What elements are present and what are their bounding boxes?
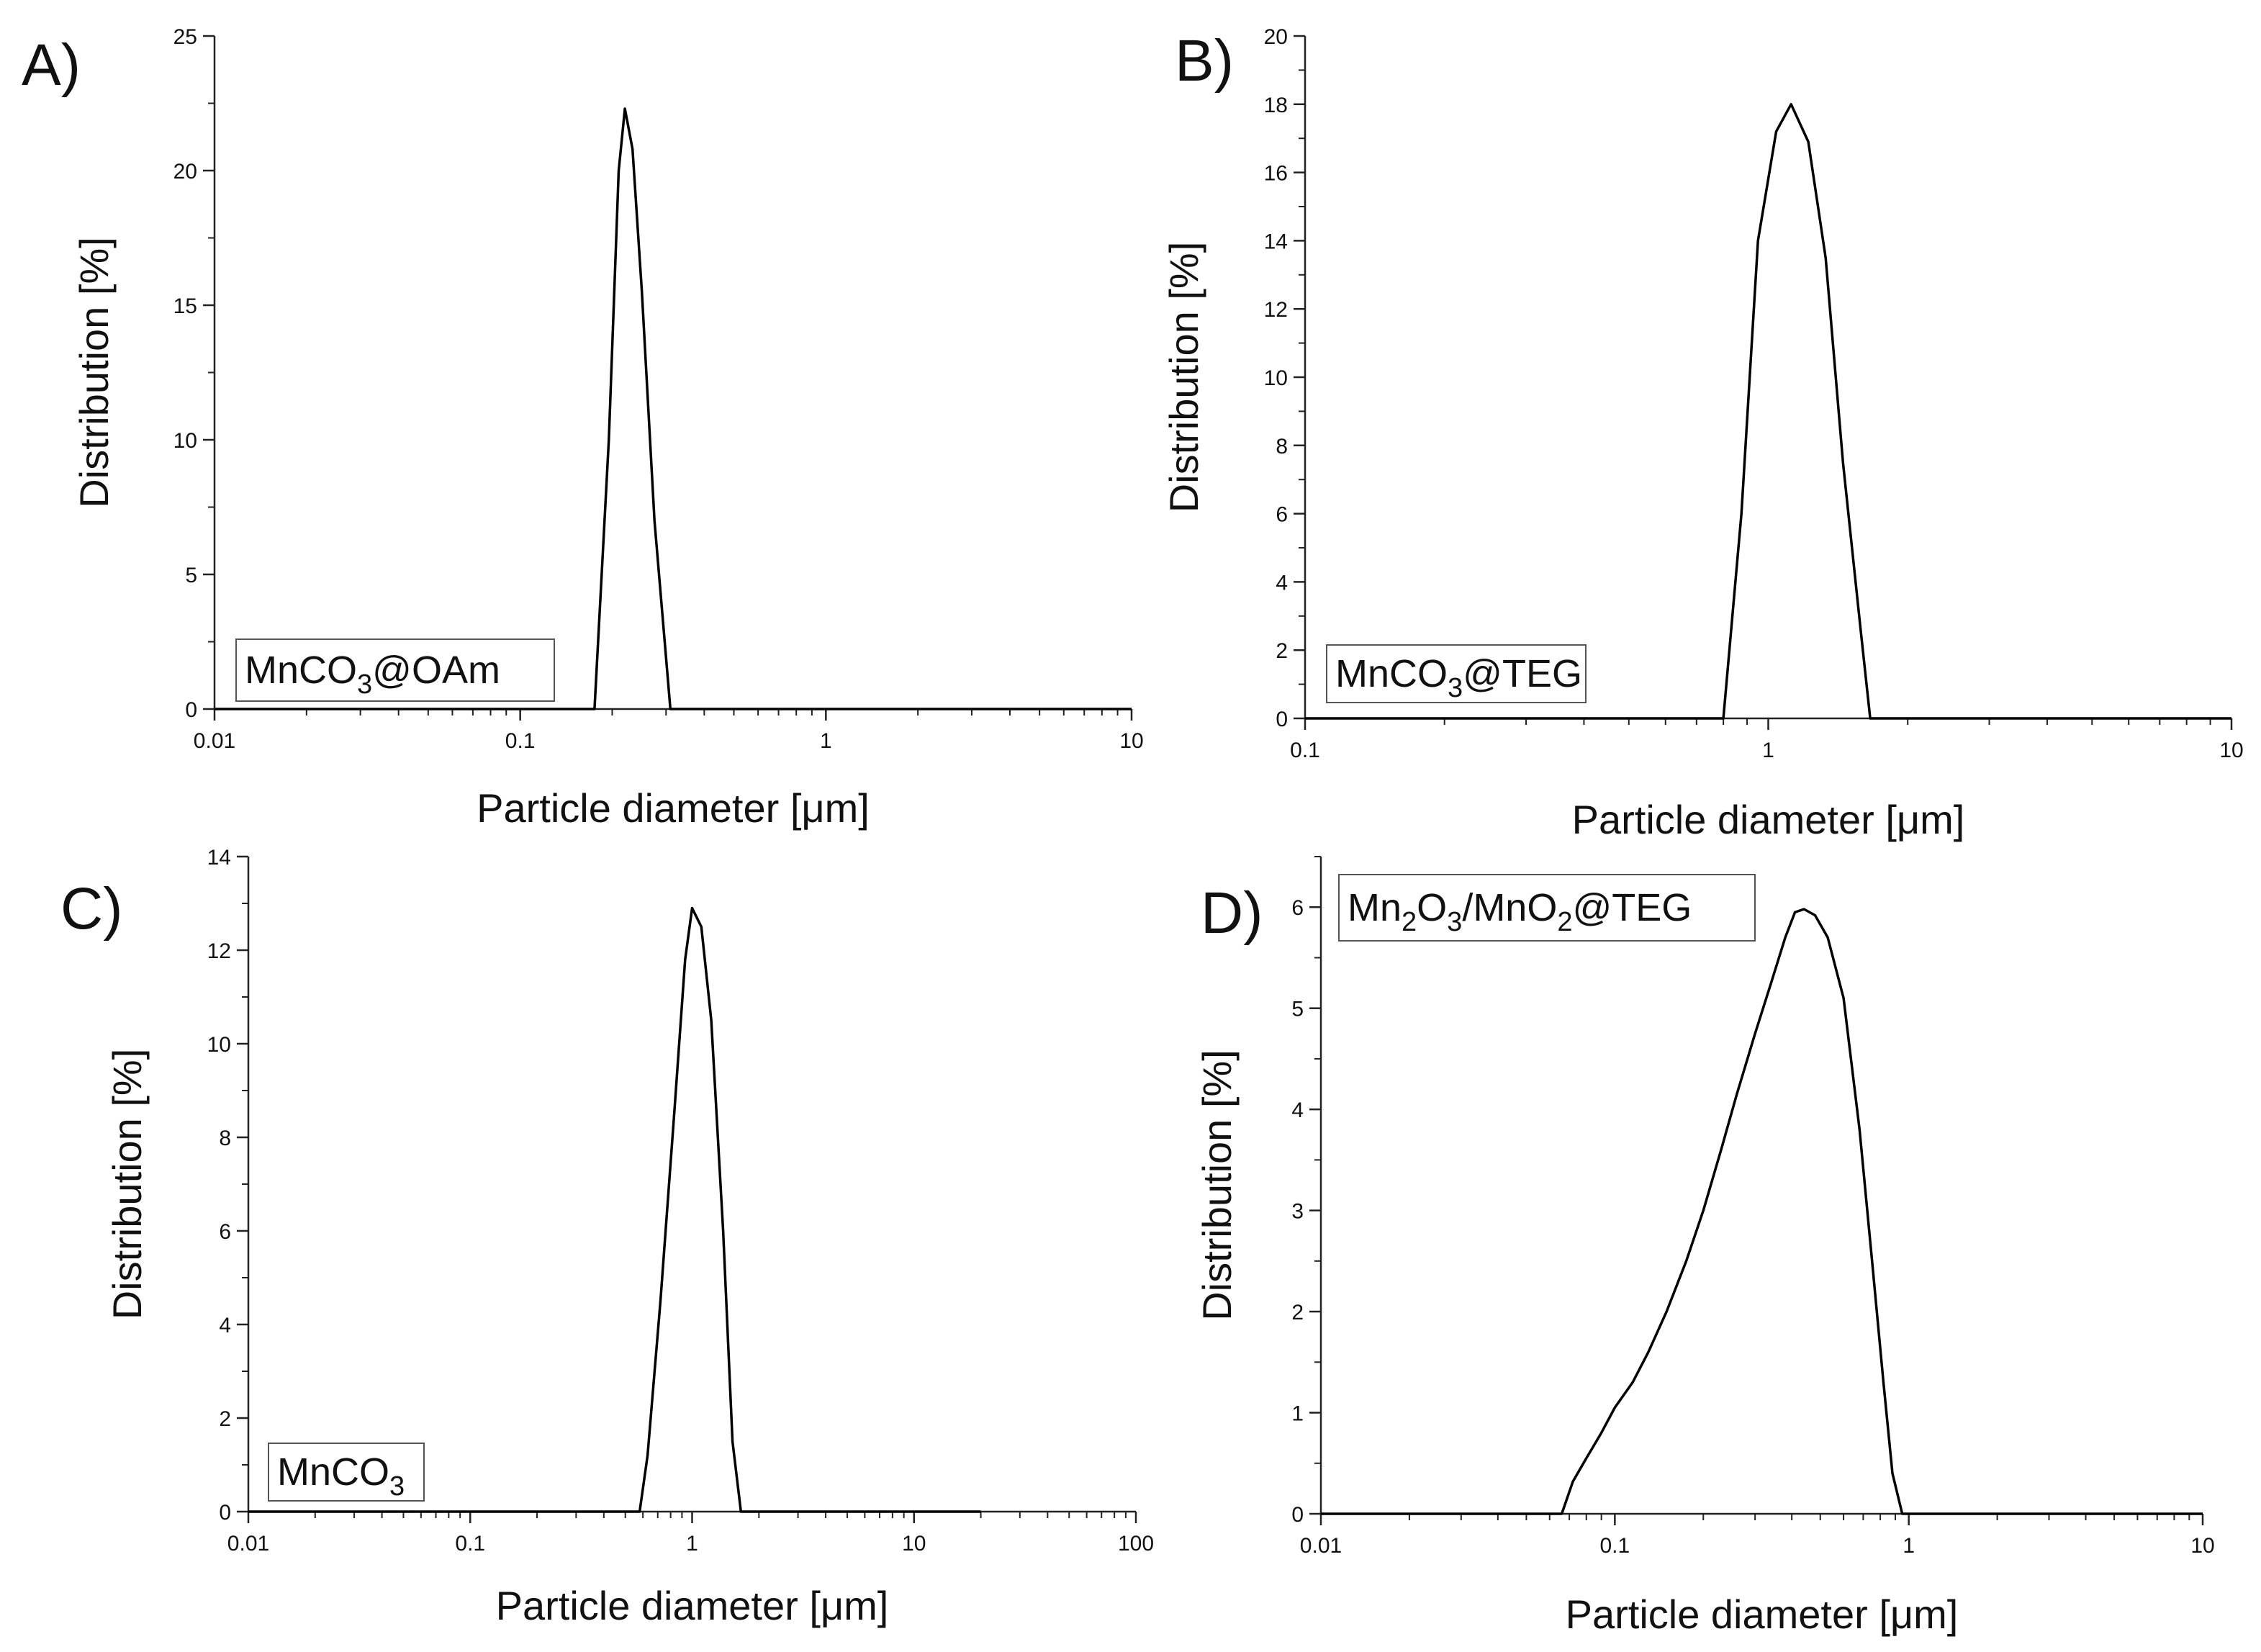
legend-text-part: @TEG — [1463, 652, 1582, 695]
y-tick-label: 0 — [1291, 1503, 1304, 1527]
legend-text-part: O — [1417, 886, 1447, 929]
legend-label: Mn2O3/MnO2@TEG — [1348, 886, 1692, 937]
y-tick-label: 4 — [1291, 1098, 1304, 1122]
x-tick-label: 0.1 — [1290, 739, 1320, 762]
y-tick-label: 0 — [1276, 708, 1288, 731]
y-axis-title: Distribution [%] — [71, 237, 117, 508]
x-tick-label: 1 — [1762, 739, 1774, 762]
x-tick-label: 1 — [820, 729, 832, 753]
y-tick-label: 2 — [1291, 1301, 1304, 1324]
x-tick-label: 10 — [1119, 729, 1143, 753]
x-tick-label: 0.01 — [194, 729, 235, 753]
x-tick-label: 10 — [902, 1532, 926, 1556]
legend-text-part: MnCO — [245, 649, 357, 692]
y-axis-title: Distribution [%] — [1194, 1050, 1240, 1321]
legend-label: MnCO3@OAm — [245, 649, 500, 700]
y-tick-label: 5 — [1291, 998, 1304, 1021]
y-tick-label: 2 — [1276, 639, 1288, 663]
x-axis-title: Particle diameter [μm] — [496, 1583, 889, 1628]
legend-subscript: 3 — [1447, 907, 1462, 937]
y-tick-label: 20 — [173, 160, 197, 184]
series-line — [248, 906, 981, 1513]
y-tick-label: 4 — [1276, 571, 1288, 595]
x-tick-label: 10 — [2219, 739, 2243, 762]
legend-box — [1338, 874, 1756, 942]
series-line — [215, 107, 1132, 710]
y-tick-label: 20 — [1264, 25, 1288, 49]
x-tick-label: 0.1 — [505, 729, 536, 753]
legend-text-part: MnCO — [277, 1450, 389, 1494]
y-tick-label: 15 — [173, 294, 197, 318]
x-axis-title: Particle diameter [μm] — [1566, 1592, 1959, 1637]
y-tick-label: 2 — [219, 1407, 231, 1431]
y-tick-label: 25 — [173, 25, 197, 49]
legend-box — [268, 1443, 425, 1502]
y-tick-label: 6 — [1291, 896, 1304, 920]
chart-panel-2: C) 0.01 0.1 1 10 100 0 2 4 6 8 10 12 14 Particle diame… — [60, 846, 1154, 1628]
x-tick-label: 0.1 — [1599, 1534, 1630, 1558]
legend-box — [235, 638, 555, 702]
x-tick-label: 1 — [686, 1532, 698, 1556]
y-tick-label: 6 — [219, 1220, 231, 1244]
x-axis-title: Particle diameter [μm] — [1572, 797, 1965, 842]
y-tick-label: 5 — [185, 564, 197, 587]
y-tick-label: 0 — [185, 698, 197, 722]
x-tick-label: 0.1 — [455, 1532, 485, 1556]
legend-subscript: 3 — [389, 1471, 405, 1502]
legend-label: MnCO3 — [277, 1450, 405, 1502]
y-tick-label: 4 — [219, 1314, 231, 1337]
y-axis-title: Distribution [%] — [1161, 242, 1206, 513]
y-tick-label: 14 — [1264, 230, 1288, 253]
y-tick-label: 16 — [1264, 162, 1288, 186]
series-line — [1305, 103, 2231, 720]
y-axis-title: Distribution [%] — [104, 1049, 150, 1320]
x-tick-label: 100 — [1118, 1532, 1154, 1556]
x-tick-label: 10 — [2190, 1534, 2214, 1558]
x-tick-label: 0.01 — [1300, 1534, 1342, 1558]
legend-text-part: /MnO — [1462, 886, 1557, 929]
panel-letter: C) — [60, 876, 123, 942]
x-axis-title: Particle diameter [μm] — [477, 785, 870, 831]
y-tick-label: 6 — [1276, 503, 1288, 527]
legend-text-part: MnCO — [1335, 652, 1448, 695]
y-tick-label: 12 — [1264, 298, 1288, 322]
y-tick-label: 14 — [207, 846, 231, 870]
series-line — [1321, 908, 2203, 1515]
panel-letter: A) — [22, 32, 81, 98]
panel-letter: B) — [1175, 28, 1234, 94]
y-tick-label: 0 — [219, 1501, 231, 1525]
y-tick-label: 1 — [1291, 1402, 1304, 1426]
x-tick-label: 1 — [1903, 1534, 1915, 1558]
legend-subscript: 2 — [1402, 907, 1417, 937]
y-tick-label: 12 — [207, 939, 231, 963]
legend-subscript: 2 — [1557, 907, 1572, 937]
y-tick-label: 10 — [1264, 366, 1288, 390]
legend-text-part: @TEG — [1572, 886, 1692, 929]
y-tick-label: 18 — [1264, 94, 1288, 117]
y-tick-label: 8 — [219, 1127, 231, 1150]
legend-text-part: Mn — [1348, 886, 1402, 929]
chart-panel-0: A) 0.01 0.1 1 10 0 5 10 15 20 25 Particle diameter … — [22, 25, 1144, 831]
x-tick-label: 0.01 — [227, 1532, 269, 1556]
legend-text-part: @OAm — [372, 649, 500, 692]
y-tick-label: 8 — [1276, 435, 1288, 459]
panel-letter: D) — [1201, 880, 1263, 946]
y-tick-label: 10 — [173, 429, 197, 453]
legend-subscript: 3 — [1448, 673, 1463, 703]
y-tick-label: 10 — [207, 1033, 231, 1057]
legend-subscript: 3 — [357, 669, 372, 700]
y-tick-label: 3 — [1291, 1200, 1304, 1224]
legend-box — [1326, 644, 1587, 703]
legend-label: MnCO3@TEG — [1335, 652, 1582, 703]
chart-panel-1: B) 0.1 1 10 0 2 4 6 8 10 12 14 16 18 20 Particle diamet… — [1161, 25, 2244, 842]
